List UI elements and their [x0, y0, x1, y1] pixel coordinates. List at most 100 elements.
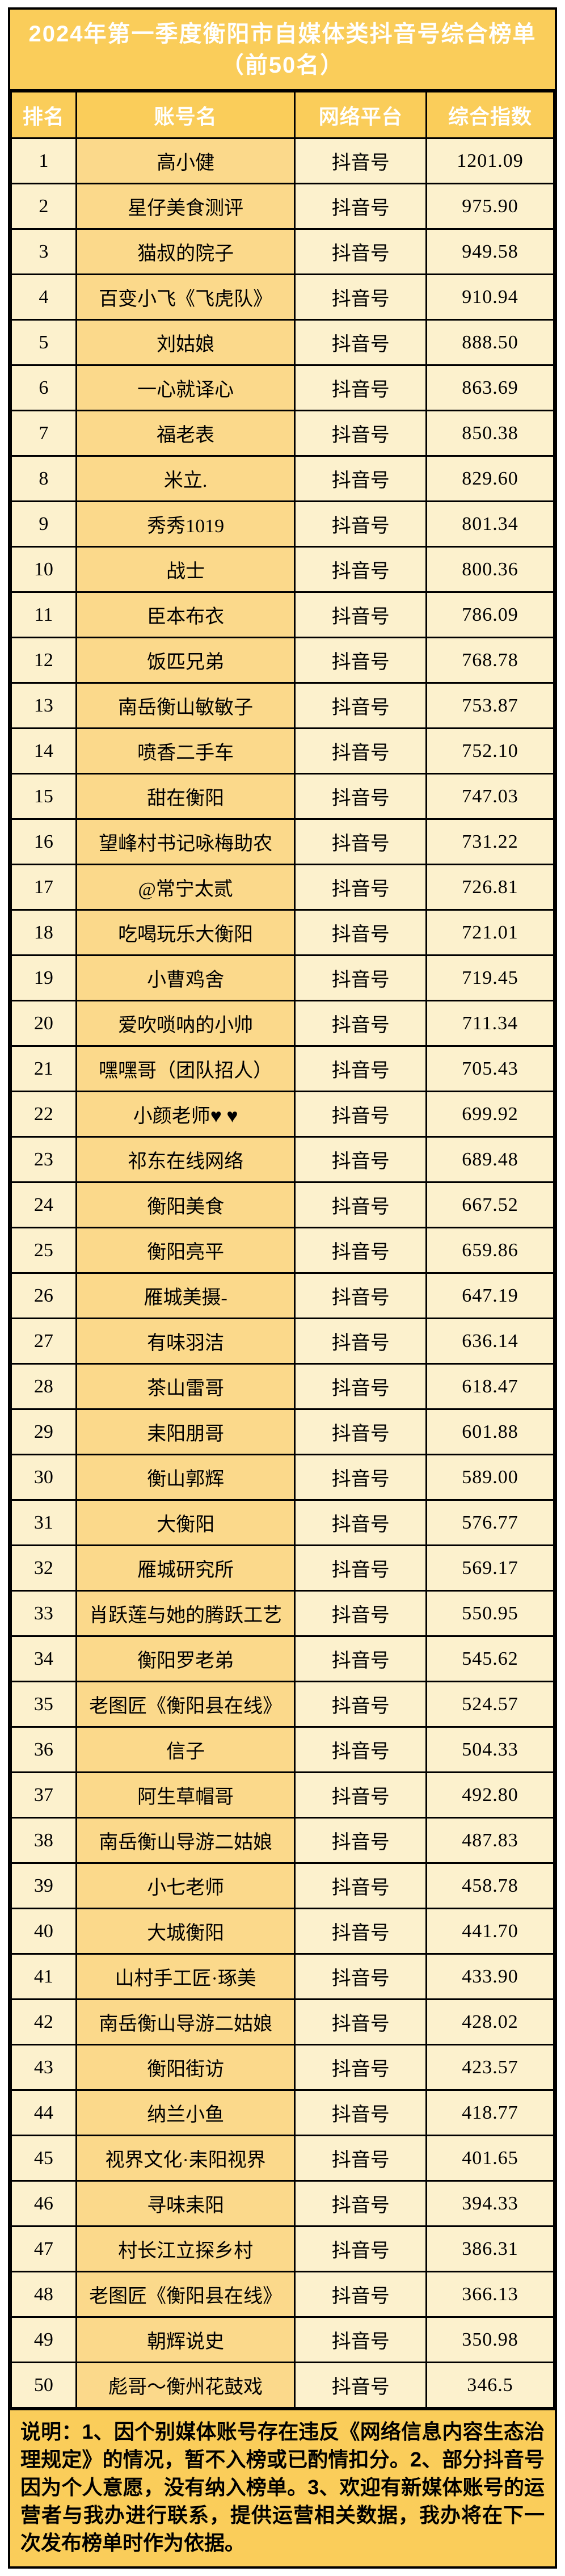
- table-row: 41 山村手工匠·琢美 抖音号 433.90: [10, 1953, 555, 2001]
- platform-cell: 抖音号: [294, 1091, 428, 1138]
- rank-cell: 7: [10, 410, 77, 457]
- platform-cell: 抖音号: [294, 410, 428, 457]
- table-row: 35 老图匠《衡阳县在线》 抖音号 524.57: [10, 1681, 555, 1728]
- table-row: 50 彪哥～衡州花鼓戏 抖音号 346.5: [10, 2362, 555, 2409]
- rank-cell: 33: [10, 1590, 77, 1638]
- account-name-cell: 衡阳亮平: [75, 1227, 296, 1274]
- account-name-cell: 喷香二手车: [75, 727, 296, 775]
- index-cell: 366.13: [425, 2271, 555, 2318]
- table-row: 7 福老表 抖音号 850.38: [10, 410, 555, 457]
- account-name-cell: 肖跃莲与她的腾跃工艺: [75, 1590, 296, 1638]
- platform-cell: 抖音号: [294, 1908, 428, 1955]
- account-name-cell: 茶山雷哥: [75, 1363, 296, 1411]
- index-cell: 428.02: [425, 1998, 555, 2046]
- table-row: 44 纳兰小鱼 抖音号 418.77: [10, 2089, 555, 2137]
- platform-cell: 抖音号: [294, 727, 428, 775]
- index-cell: 1201.09: [425, 137, 555, 185]
- header-index: 综合指数: [425, 91, 555, 140]
- platform-cell: 抖音号: [294, 1544, 428, 1592]
- index-cell: 705.43: [425, 1045, 555, 1093]
- header-name: 账号名: [75, 91, 296, 140]
- platform-cell: 抖音号: [294, 1635, 428, 1683]
- account-name-cell: 刘姑娘: [75, 319, 296, 367]
- account-name-cell: 山村手工匠·琢美: [75, 1953, 296, 2001]
- table-row: 6 一心就译心 抖音号 863.69: [10, 364, 555, 412]
- rank-cell: 16: [10, 818, 77, 866]
- table-row: 11 臣本布衣 抖音号 786.09: [10, 591, 555, 639]
- rank-cell: 24: [10, 1181, 77, 1229]
- table-row: 37 阿生草帽哥 抖音号 492.80: [10, 1771, 555, 1819]
- platform-cell: 抖音号: [294, 2180, 428, 2228]
- platform-cell: 抖音号: [294, 1454, 428, 1501]
- platform-cell: 抖音号: [294, 864, 428, 911]
- account-name-cell: 大城衡阳: [75, 1908, 296, 1955]
- index-cell: 636.14: [425, 1318, 555, 1365]
- account-name-cell: 猫叔的院子: [75, 228, 296, 276]
- rank-cell: 2: [10, 183, 77, 230]
- index-cell: 487.83: [425, 1817, 555, 1864]
- account-name-cell: 大衡阳: [75, 1499, 296, 1547]
- rank-cell: 1: [10, 137, 77, 185]
- index-cell: 689.48: [425, 1136, 555, 1184]
- index-cell: 800.36: [425, 546, 555, 594]
- account-name-cell: 百变小飞《飞虎队》: [75, 273, 296, 321]
- platform-cell: 抖音号: [294, 364, 428, 412]
- rank-cell: 8: [10, 455, 77, 503]
- account-name-cell: 信子: [75, 1726, 296, 1774]
- platform-cell: 抖音号: [294, 2316, 428, 2364]
- platform-cell: 抖音号: [294, 319, 428, 367]
- table-row: 14 喷香二手车 抖音号 752.10: [10, 727, 555, 775]
- table-row: 26 雁城美摄- 抖音号 647.19: [10, 1272, 555, 1320]
- table-row: 4 百变小飞《飞虎队》 抖音号 910.94: [10, 273, 555, 321]
- platform-cell: 抖音号: [294, 1045, 428, 1093]
- table-row: 36 信子 抖音号 504.33: [10, 1726, 555, 1774]
- platform-cell: 抖音号: [294, 2089, 428, 2137]
- table-row: 33 肖跃莲与她的腾跃工艺 抖音号 550.95: [10, 1590, 555, 1638]
- rank-cell: 15: [10, 773, 77, 820]
- account-name-cell: 小七老师: [75, 1862, 296, 1910]
- account-name-cell: 耒阳朋哥: [75, 1408, 296, 1456]
- table-row: 15 甜在衡阳 抖音号 747.03: [10, 773, 555, 820]
- account-name-cell: 有味羽洁: [75, 1318, 296, 1365]
- table-row: 42 南岳衡山导游二姑娘 抖音号 428.02: [10, 1998, 555, 2046]
- index-cell: 601.88: [425, 1408, 555, 1456]
- rank-cell: 50: [10, 2362, 77, 2409]
- account-name-cell: 嘿嘿哥（团队招人）: [75, 1045, 296, 1093]
- table-row: 9 秀秀1019 抖音号 801.34: [10, 500, 555, 548]
- index-cell: 647.19: [425, 1272, 555, 1320]
- rank-cell: 5: [10, 319, 77, 367]
- platform-cell: 抖音号: [294, 1363, 428, 1411]
- rank-cell: 19: [10, 954, 77, 1002]
- rank-cell: 14: [10, 727, 77, 775]
- rank-cell: 43: [10, 2044, 77, 2091]
- account-name-cell: 衡阳美食: [75, 1181, 296, 1229]
- account-name-cell: 视界文化·耒阳视界: [75, 2135, 296, 2182]
- table-row: 16 望峰村书记咏梅助农 抖音号 731.22: [10, 818, 555, 866]
- table-row: 24 衡阳美食 抖音号 667.52: [10, 1181, 555, 1229]
- index-cell: 719.45: [425, 954, 555, 1002]
- account-name-cell: 雁城美摄-: [75, 1272, 296, 1320]
- rank-cell: 18: [10, 909, 77, 957]
- index-cell: 768.78: [425, 637, 555, 684]
- index-cell: 576.77: [425, 1499, 555, 1547]
- platform-cell: 抖音号: [294, 273, 428, 321]
- ranking-board: 2024年第一季度衡阳市自媒体类抖音号综合榜单 （前50名） 排名 账号名 网络…: [8, 7, 557, 2569]
- footer-note: 说明：1、因个别媒体账号存在违反《网络信息内容生态治理规定》的情况，暂不入榜或已…: [10, 2409, 555, 2567]
- platform-cell: 抖音号: [294, 2225, 428, 2273]
- table-row: 8 米立. 抖音号 829.60: [10, 455, 555, 503]
- platform-cell: 抖音号: [294, 682, 428, 730]
- index-cell: 711.34: [425, 1000, 555, 1047]
- rank-cell: 31: [10, 1499, 77, 1547]
- rank-cell: 20: [10, 1000, 77, 1047]
- table-row: 31 大衡阳 抖音号 576.77: [10, 1499, 555, 1547]
- account-name-cell: 衡阳街访: [75, 2044, 296, 2091]
- table-row: 30 衡山郭辉 抖音号 589.00: [10, 1454, 555, 1501]
- rank-cell: 30: [10, 1454, 77, 1501]
- header-rank: 排名: [10, 91, 77, 140]
- platform-cell: 抖音号: [294, 2362, 428, 2409]
- rank-cell: 21: [10, 1045, 77, 1093]
- table-row: 18 吃喝玩乐大衡阳 抖音号 721.01: [10, 909, 555, 957]
- title-line-1: 2024年第一季度衡阳市自媒体类抖音号综合榜单: [28, 22, 537, 47]
- rank-cell: 13: [10, 682, 77, 730]
- platform-cell: 抖音号: [294, 2271, 428, 2318]
